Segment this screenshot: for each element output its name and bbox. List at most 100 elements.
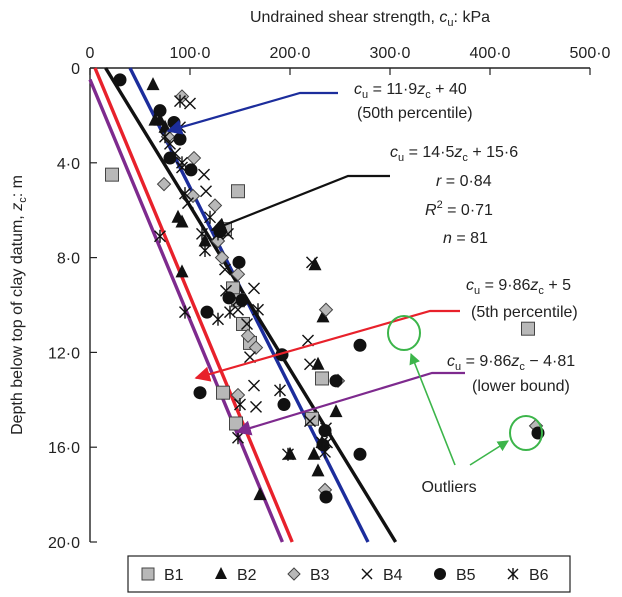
x-axis-title-symbol: c — [439, 9, 447, 26]
legend: B1 B2 B3 B4 B5 B6 — [141, 567, 549, 584]
x-axis-title-subscript: u — [447, 17, 453, 29]
point-b5 — [353, 338, 367, 352]
point-b6 — [319, 445, 331, 459]
point-b2 — [253, 487, 267, 501]
point-b3 — [240, 328, 256, 344]
point-b5 — [318, 424, 332, 438]
legend-label-b5: B5 — [456, 567, 476, 584]
outliers-label: Outliers — [421, 479, 476, 496]
point-b2 — [311, 356, 325, 370]
y-tick-label: 12·0 — [48, 345, 80, 362]
x-tick-label: 400·0 — [470, 45, 511, 62]
point-b4 — [304, 415, 316, 428]
legend-marker-b3 — [287, 567, 301, 581]
point-b2 — [175, 214, 189, 228]
point-b2 — [283, 446, 297, 460]
point-b5 — [235, 293, 249, 307]
outlier-arrow-2 — [469, 440, 509, 466]
point-b2 — [308, 257, 322, 271]
point-b5 — [184, 163, 198, 177]
ticks-layer: 0 100·0 200·0 300·0 400·0 500·0 0 4·0 8·0 12·0 16·… — [48, 45, 611, 552]
legend-marker-b6 — [507, 568, 519, 580]
point-b5 — [200, 305, 214, 319]
point-b5 — [163, 151, 177, 165]
point-b3 — [186, 150, 202, 166]
point-b6 — [179, 187, 191, 201]
point-b1 — [229, 416, 243, 431]
eq-5th-line1: cu = 9·86zc + 5 — [466, 277, 571, 297]
leader-regression — [210, 174, 390, 233]
leader-5th-percentile — [194, 309, 460, 382]
point-b6 — [176, 156, 188, 170]
x-tick-label: 300·0 — [370, 45, 411, 62]
legend-marker-b4 — [361, 568, 373, 580]
point-b4 — [250, 400, 262, 413]
eq-5th-line2: (5th percentile) — [471, 304, 578, 321]
y-axis-title-subscript: c — [17, 197, 29, 203]
y-axis-title-main: Depth below top of clay datum, — [9, 211, 26, 435]
point-b4 — [182, 197, 194, 210]
point-b6 — [252, 303, 264, 317]
eq-regression-r: r = 0·84 — [436, 173, 492, 190]
point-b1 — [236, 316, 250, 331]
point-b6 — [174, 94, 186, 108]
point-b5 — [353, 447, 367, 461]
legend-marker-b2 — [215, 567, 227, 579]
y-tick-label: 4·0 — [57, 156, 80, 173]
fit-line-3 — [93, 67, 294, 543]
points-layer — [105, 73, 545, 504]
point-b1 — [105, 167, 119, 182]
y-axis-title-tail: : m — [9, 175, 26, 197]
point-b4 — [306, 256, 318, 269]
point-b2 — [146, 77, 160, 91]
outlier-arrow-1 — [409, 352, 456, 466]
point-b3 — [318, 302, 334, 317]
point-b6 — [179, 305, 191, 319]
x-tick-label: 100·0 — [170, 45, 211, 62]
point-b4 — [248, 379, 260, 392]
point-b2 — [153, 112, 167, 126]
y-axis-title-symbol: z — [9, 203, 26, 212]
point-b4 — [241, 317, 253, 330]
eq-regression-line1: cu = 14·5zc + 15·6 — [390, 144, 518, 164]
point-b2 — [198, 233, 212, 247]
x-axis-title-main: Undrained shear strength, — [250, 9, 439, 26]
point-b5 — [193, 386, 207, 400]
point-b5 — [113, 73, 127, 87]
point-b3 — [248, 340, 264, 355]
point-b4 — [198, 168, 210, 181]
point-b6 — [232, 431, 244, 445]
leader-50th-percentile — [166, 91, 338, 135]
point-b4 — [304, 358, 316, 371]
y-axis-title: Depth below top of clay datum, zc: m — [9, 175, 29, 435]
point-b2 — [311, 463, 325, 477]
point-b3 — [214, 250, 230, 265]
point-b1 — [231, 184, 245, 199]
y-tick-label: 8·0 — [57, 251, 80, 268]
point-b6 — [282, 447, 294, 461]
point-b5 — [277, 398, 291, 412]
point-b6 — [224, 305, 236, 319]
legend-label-b2: B2 — [237, 567, 257, 584]
x-axis-title-tail: : kPa — [454, 9, 491, 26]
legend-marker-b1 — [141, 567, 155, 581]
y-tick-label: 16·0 — [48, 440, 80, 457]
legend-label-b6: B6 — [529, 567, 549, 584]
eq-regression-r2: R2 = 0·71 — [425, 199, 493, 219]
x-axis-title: Undrained shear strength, cu: kPa — [250, 9, 490, 29]
point-b3 — [207, 198, 223, 213]
point-b6 — [274, 383, 286, 397]
point-b5 — [232, 255, 246, 269]
legend-marker-b5 — [434, 568, 446, 580]
eq-lower-line2: (lower bound) — [472, 378, 570, 395]
point-b1 — [315, 371, 329, 386]
leader-lower-bound — [235, 371, 465, 436]
fit-line-2 — [104, 67, 398, 543]
outlier-circle-1 — [387, 315, 421, 351]
eq-50th-line2: (50th percentile) — [357, 105, 473, 122]
eq-50th-line1: cu = 11·9zc + 40 — [354, 81, 467, 101]
point-b1 — [521, 321, 535, 336]
point-b5 — [319, 490, 333, 504]
y-tick-label: 0 — [71, 61, 80, 78]
point-b5 — [222, 291, 236, 305]
